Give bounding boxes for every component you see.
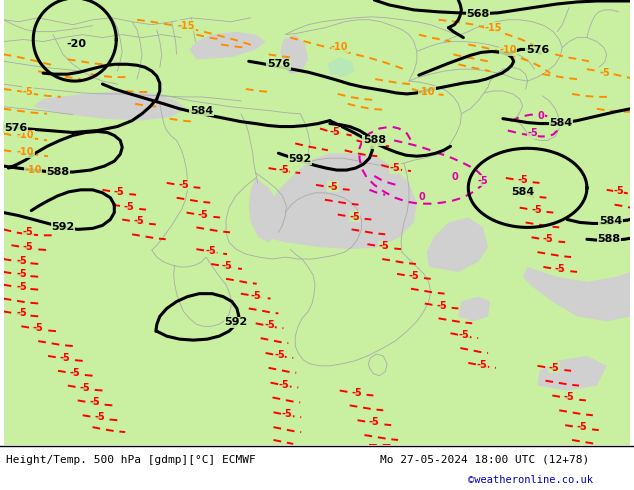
Text: -5: -5 — [89, 397, 100, 407]
Text: -5: -5 — [264, 320, 275, 330]
Polygon shape — [522, 267, 630, 321]
Text: -5: -5 — [274, 350, 285, 360]
Text: 584: 584 — [550, 118, 573, 127]
Text: -5: -5 — [330, 127, 340, 138]
Text: -5: -5 — [436, 300, 447, 311]
Text: 584: 584 — [511, 187, 534, 197]
Text: -5: -5 — [613, 186, 624, 196]
Text: -5: -5 — [527, 128, 538, 139]
Text: -5: -5 — [222, 261, 233, 271]
Text: -5: -5 — [23, 87, 34, 97]
Text: 584: 584 — [190, 106, 213, 116]
Text: 584: 584 — [599, 217, 623, 226]
Text: 588: 588 — [363, 135, 386, 146]
Text: 0: 0 — [538, 111, 544, 121]
Text: -5: -5 — [60, 353, 70, 363]
Text: -5: -5 — [114, 187, 125, 197]
Text: -5: -5 — [134, 217, 145, 226]
Text: -5: -5 — [282, 409, 293, 419]
Text: -5: -5 — [351, 388, 362, 397]
Text: -5: -5 — [576, 422, 587, 432]
Text: -5: -5 — [517, 175, 528, 185]
Text: -10: -10 — [331, 43, 349, 52]
Text: -5: -5 — [23, 242, 34, 252]
Text: -10: -10 — [16, 130, 34, 141]
Text: -5: -5 — [531, 205, 542, 215]
Text: -5: -5 — [124, 202, 134, 212]
Text: -5: -5 — [478, 176, 488, 186]
Text: -10: -10 — [16, 147, 34, 157]
Text: -10: -10 — [25, 165, 42, 175]
Text: 592: 592 — [51, 222, 75, 232]
Text: -5: -5 — [543, 234, 553, 245]
Text: -5: -5 — [16, 269, 27, 279]
Text: -5: -5 — [79, 383, 90, 392]
Text: -10: -10 — [418, 87, 436, 97]
Text: 576: 576 — [526, 46, 549, 55]
Text: 592: 592 — [288, 154, 312, 164]
Text: -5: -5 — [327, 182, 338, 192]
Text: -5: -5 — [599, 68, 610, 78]
Text: -5: -5 — [390, 163, 401, 173]
Text: 576: 576 — [267, 59, 290, 69]
Polygon shape — [33, 91, 186, 121]
Text: -5: -5 — [94, 412, 105, 422]
Text: -5: -5 — [206, 246, 217, 256]
Polygon shape — [538, 356, 607, 391]
Text: 592: 592 — [224, 318, 247, 327]
Text: Height/Temp. 500 hPa [gdmp][°C] ECMWF: Height/Temp. 500 hPa [gdmp][°C] ECMWF — [6, 455, 256, 465]
Text: -5: -5 — [279, 380, 290, 390]
Polygon shape — [262, 153, 417, 249]
Text: -5: -5 — [549, 363, 560, 373]
Polygon shape — [427, 218, 488, 272]
Text: 0: 0 — [419, 192, 425, 202]
Text: -5: -5 — [16, 256, 27, 266]
Text: -5: -5 — [23, 227, 34, 237]
Text: 568: 568 — [467, 9, 490, 19]
Text: 0: 0 — [451, 172, 458, 182]
Polygon shape — [458, 296, 490, 321]
Text: -5: -5 — [250, 291, 261, 301]
Text: -5: -5 — [69, 368, 80, 378]
Text: -5: -5 — [178, 180, 189, 190]
Text: -5: -5 — [477, 360, 488, 370]
Text: 588: 588 — [46, 167, 70, 177]
Text: -5: -5 — [564, 392, 574, 402]
Text: -5: -5 — [349, 212, 360, 221]
Text: -15: -15 — [484, 23, 501, 33]
Text: -5: -5 — [198, 210, 209, 220]
Polygon shape — [4, 0, 630, 445]
Text: -15: -15 — [178, 21, 195, 31]
Text: 576: 576 — [4, 122, 27, 132]
Text: -5: -5 — [33, 323, 44, 333]
Text: -20: -20 — [67, 40, 87, 49]
Polygon shape — [190, 32, 266, 59]
Text: -10: -10 — [499, 46, 517, 55]
Text: -5: -5 — [16, 282, 27, 292]
Text: Mo 27-05-2024 18:00 UTC (12+78): Mo 27-05-2024 18:00 UTC (12+78) — [380, 455, 589, 465]
Text: -5: -5 — [379, 241, 390, 251]
Text: 588: 588 — [597, 234, 620, 245]
Polygon shape — [280, 35, 308, 74]
Text: -5: -5 — [369, 417, 380, 427]
Polygon shape — [328, 57, 354, 77]
Text: -5: -5 — [408, 271, 419, 281]
Text: -5: -5 — [459, 330, 470, 340]
Text: -5: -5 — [555, 264, 566, 274]
Text: -5: -5 — [278, 165, 288, 175]
Text: -5: -5 — [367, 138, 378, 148]
Text: ©weatheronline.co.uk: ©weatheronline.co.uk — [468, 475, 593, 485]
Polygon shape — [249, 178, 282, 242]
Text: -5: -5 — [16, 308, 27, 318]
